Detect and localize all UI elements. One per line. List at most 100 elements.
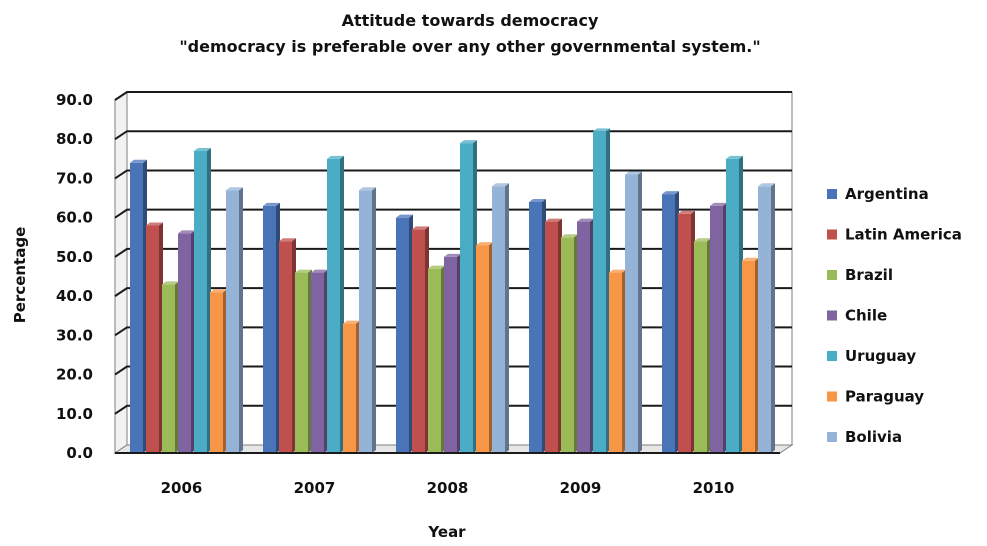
bar-front — [359, 190, 372, 453]
bar-top — [130, 159, 147, 163]
y-tick-label: 20.0 — [56, 366, 93, 384]
bar-top — [359, 187, 376, 191]
legend-swatch — [827, 432, 837, 442]
bar — [678, 210, 695, 453]
legend-swatch — [827, 270, 837, 280]
y-tick-label: 60.0 — [56, 209, 93, 227]
bar — [694, 238, 711, 453]
y-tick-label: 70.0 — [56, 169, 93, 187]
bar — [577, 218, 594, 453]
bar — [412, 226, 429, 453]
bar — [396, 214, 413, 453]
bar-top — [210, 289, 227, 293]
bar-front — [529, 201, 542, 453]
bar — [726, 155, 743, 454]
bar-front — [710, 205, 723, 453]
bar — [561, 234, 578, 453]
bar-top — [178, 230, 195, 234]
bar — [625, 171, 642, 453]
bar-side — [638, 171, 642, 453]
bar — [710, 202, 727, 453]
bar-front — [662, 194, 675, 453]
y-axis-ticks: 0.0 10.0 20.0 30.0 40.0 50.0 60.0 70.0 80.0 90.0 — [56, 91, 93, 462]
legend-item: Bolivia — [827, 428, 902, 446]
bar-top — [279, 238, 296, 242]
bar-top — [396, 214, 413, 218]
bar — [529, 198, 546, 453]
bar — [146, 222, 163, 453]
bar-top — [694, 238, 711, 242]
bar-front — [428, 268, 441, 453]
legend-item: Chile — [827, 307, 887, 325]
bar — [428, 265, 445, 453]
y-axis-label: Percentage — [11, 227, 29, 324]
bar-front — [758, 186, 771, 454]
gridline — [114, 130, 792, 141]
bar — [263, 202, 280, 453]
bar — [758, 183, 775, 454]
legend-item: Brazil — [827, 266, 893, 284]
bar-front — [210, 292, 223, 453]
bar-front — [130, 162, 143, 453]
bar-front — [726, 158, 739, 454]
bar-top — [444, 253, 461, 257]
legend-label: Paraguay — [845, 388, 924, 406]
bar — [178, 230, 195, 453]
bar-front — [460, 143, 473, 453]
bar-top — [758, 183, 775, 187]
bar-front — [545, 221, 558, 453]
side-wall — [114, 91, 128, 454]
legend: Argentina Latin America Brazil Chile Uruguay… — [827, 185, 962, 446]
bar-front — [444, 256, 457, 453]
bar — [226, 187, 243, 453]
bar-front — [577, 221, 590, 453]
bar-front — [476, 245, 489, 453]
bar-side — [239, 187, 243, 453]
y-tick-label: 0.0 — [66, 444, 93, 462]
bar-top — [162, 281, 179, 285]
bar-front — [742, 260, 755, 453]
bar — [194, 147, 211, 453]
legend-item: Latin America — [827, 226, 962, 244]
legend-label: Latin America — [845, 226, 962, 244]
chart-title: Attitude towards democracy — [342, 11, 599, 30]
bar-front — [162, 284, 175, 453]
bar — [359, 187, 376, 453]
bar — [279, 238, 296, 453]
legend-label: Uruguay — [845, 347, 916, 365]
legend-item: Argentina — [827, 185, 929, 203]
bar-top — [561, 234, 578, 238]
bar-top — [577, 218, 594, 222]
legend-swatch — [827, 351, 837, 361]
bar-top — [295, 269, 312, 273]
bar — [476, 242, 493, 453]
x-tick-label: 2006 — [161, 479, 203, 497]
bar-top — [460, 140, 477, 144]
legend-swatch — [827, 189, 837, 199]
bar-front — [178, 233, 191, 453]
bar-top — [625, 171, 642, 175]
bar — [460, 140, 477, 453]
bar-front — [678, 213, 691, 453]
bar — [742, 257, 759, 453]
y-tick-label: 30.0 — [56, 326, 93, 344]
legend-swatch — [827, 391, 837, 402]
bar — [545, 218, 562, 453]
bar-top — [194, 147, 211, 151]
x-tick-label: 2010 — [693, 479, 735, 497]
bar-top — [226, 187, 243, 191]
bar-top — [311, 269, 328, 273]
bar — [593, 128, 610, 453]
bar — [210, 289, 227, 453]
bar-front — [609, 272, 622, 453]
bar-top — [428, 265, 445, 269]
bar-front — [492, 186, 505, 454]
x-tick-label: 2008 — [427, 479, 469, 497]
bar — [327, 155, 344, 454]
chart-subtitle: "democracy is preferable over any other … — [179, 37, 760, 56]
gridline — [114, 91, 792, 101]
bar-top — [146, 222, 163, 226]
bar-top — [742, 257, 759, 261]
legend-item: Paraguay — [827, 388, 924, 406]
